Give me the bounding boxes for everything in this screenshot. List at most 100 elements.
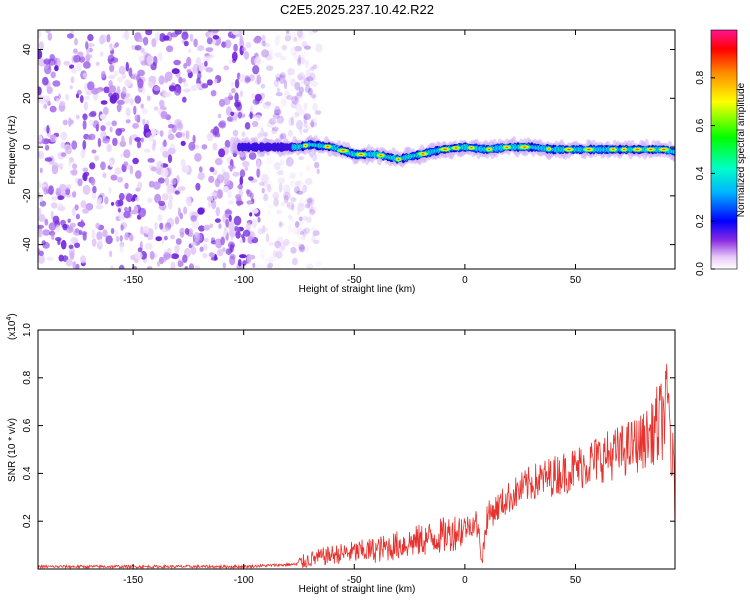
signal-hotspot: [337, 148, 350, 153]
noise-speckle: [239, 73, 245, 83]
noise-speckle: [291, 204, 295, 211]
noise-speckle: [135, 197, 140, 202]
noise-speckle: [304, 245, 309, 253]
signal-hotspot: [518, 144, 531, 150]
noise-speckle: [157, 213, 163, 222]
noise-speckle: [295, 180, 304, 188]
noise-speckle: [51, 231, 55, 241]
noise-speckle: [91, 87, 99, 95]
noise-speckle: [191, 241, 197, 247]
noise-speckle: [129, 165, 134, 175]
noise-speckle: [171, 253, 180, 260]
noise-speckle: [259, 114, 266, 121]
noise-speckle: [186, 69, 192, 74]
noise-speckle: [212, 35, 220, 40]
noise-speckle: [228, 200, 234, 205]
noise-speckle: [260, 127, 265, 138]
noise-speckle: [223, 97, 231, 106]
noise-speckle: [307, 198, 313, 204]
noise-speckle: [124, 79, 132, 87]
noise-speckle: [117, 208, 121, 213]
noise-speckle: [284, 35, 291, 42]
noise-speckle: [303, 102, 308, 111]
noise-speckle: [170, 234, 176, 240]
noise-speckle: [48, 185, 54, 196]
noise-speckle: [72, 163, 78, 170]
noise-speckle: [42, 76, 49, 86]
noise-speckle: [146, 95, 151, 101]
noise-speckle: [173, 59, 181, 66]
noise-speckle: [68, 244, 74, 249]
spectrogram-signal-layer: [229, 134, 675, 168]
noise-speckle: [91, 191, 97, 200]
noise-speckle: [119, 235, 123, 242]
noise-speckle: [233, 43, 238, 52]
noise-speckle: [279, 133, 287, 140]
noise-speckle: [160, 168, 169, 178]
noise-speckle: [123, 95, 130, 104]
noise-speckle: [257, 228, 263, 235]
noise-speckle: [197, 71, 202, 80]
noise-speckle: [197, 207, 205, 215]
noise-speckle: [296, 92, 303, 97]
noise-speckle: [279, 134, 284, 141]
noise-speckle: [281, 44, 287, 51]
noise-speckle: [222, 247, 226, 252]
noise-speckle: [196, 83, 201, 88]
noise-speckle: [183, 82, 189, 87]
noise-speckle: [302, 128, 309, 133]
noise-speckle: [75, 114, 80, 120]
noise-speckle: [297, 30, 303, 39]
noise-speckle: [263, 132, 268, 137]
noise-speckle: [123, 161, 129, 167]
noise-speckle: [80, 149, 86, 159]
noise-speckle: [161, 235, 165, 245]
noise-speckle: [143, 36, 149, 46]
noise-speckle: [286, 201, 295, 210]
noise-speckle: [161, 206, 166, 211]
noise-speckle: [243, 51, 250, 60]
noise-speckle: [249, 212, 253, 217]
noise-speckle: [129, 98, 134, 106]
noise-speckle: [101, 70, 106, 79]
signal-hotspot: [658, 147, 670, 152]
noise-speckle: [211, 199, 217, 210]
noise-speckle: [201, 144, 208, 150]
noise-speckle: [293, 112, 300, 118]
noise-speckle: [265, 233, 270, 243]
noise-speckle: [312, 118, 318, 123]
noise-speckle: [179, 227, 185, 235]
noise-speckle: [82, 72, 88, 79]
noise-speckle: [80, 219, 84, 229]
noise-speckle: [312, 64, 318, 69]
noise-speckle: [267, 210, 271, 216]
noise-speckle: [46, 124, 50, 134]
noise-speckle: [125, 107, 131, 117]
noise-speckle: [194, 153, 202, 162]
noise-speckle: [311, 234, 316, 243]
noise-speckle: [303, 121, 308, 129]
noise-speckle: [303, 227, 311, 235]
noise-speckle: [305, 165, 312, 172]
noise-speckle: [44, 144, 50, 151]
noise-speckle: [290, 246, 297, 254]
noise-speckle: [252, 262, 256, 268]
noise-speckle: [317, 44, 321, 50]
noise-speckle: [290, 46, 297, 56]
noise-speckle: [124, 206, 128, 212]
noise-speckle: [198, 62, 205, 72]
noise-speckle: [158, 75, 165, 85]
noise-speckle: [38, 58, 46, 67]
signal-hotspot: [302, 143, 309, 148]
noise-speckle: [263, 257, 271, 263]
noise-speckle: [68, 159, 72, 168]
noise-speckle: [168, 85, 176, 92]
noise-speckle: [271, 114, 277, 123]
noise-speckle: [43, 104, 48, 109]
noise-speckle: [248, 152, 257, 160]
noise-speckle: [309, 66, 315, 72]
noise-speckle: [233, 215, 242, 226]
noise-speckle: [246, 253, 252, 264]
noise-speckle: [244, 122, 251, 130]
